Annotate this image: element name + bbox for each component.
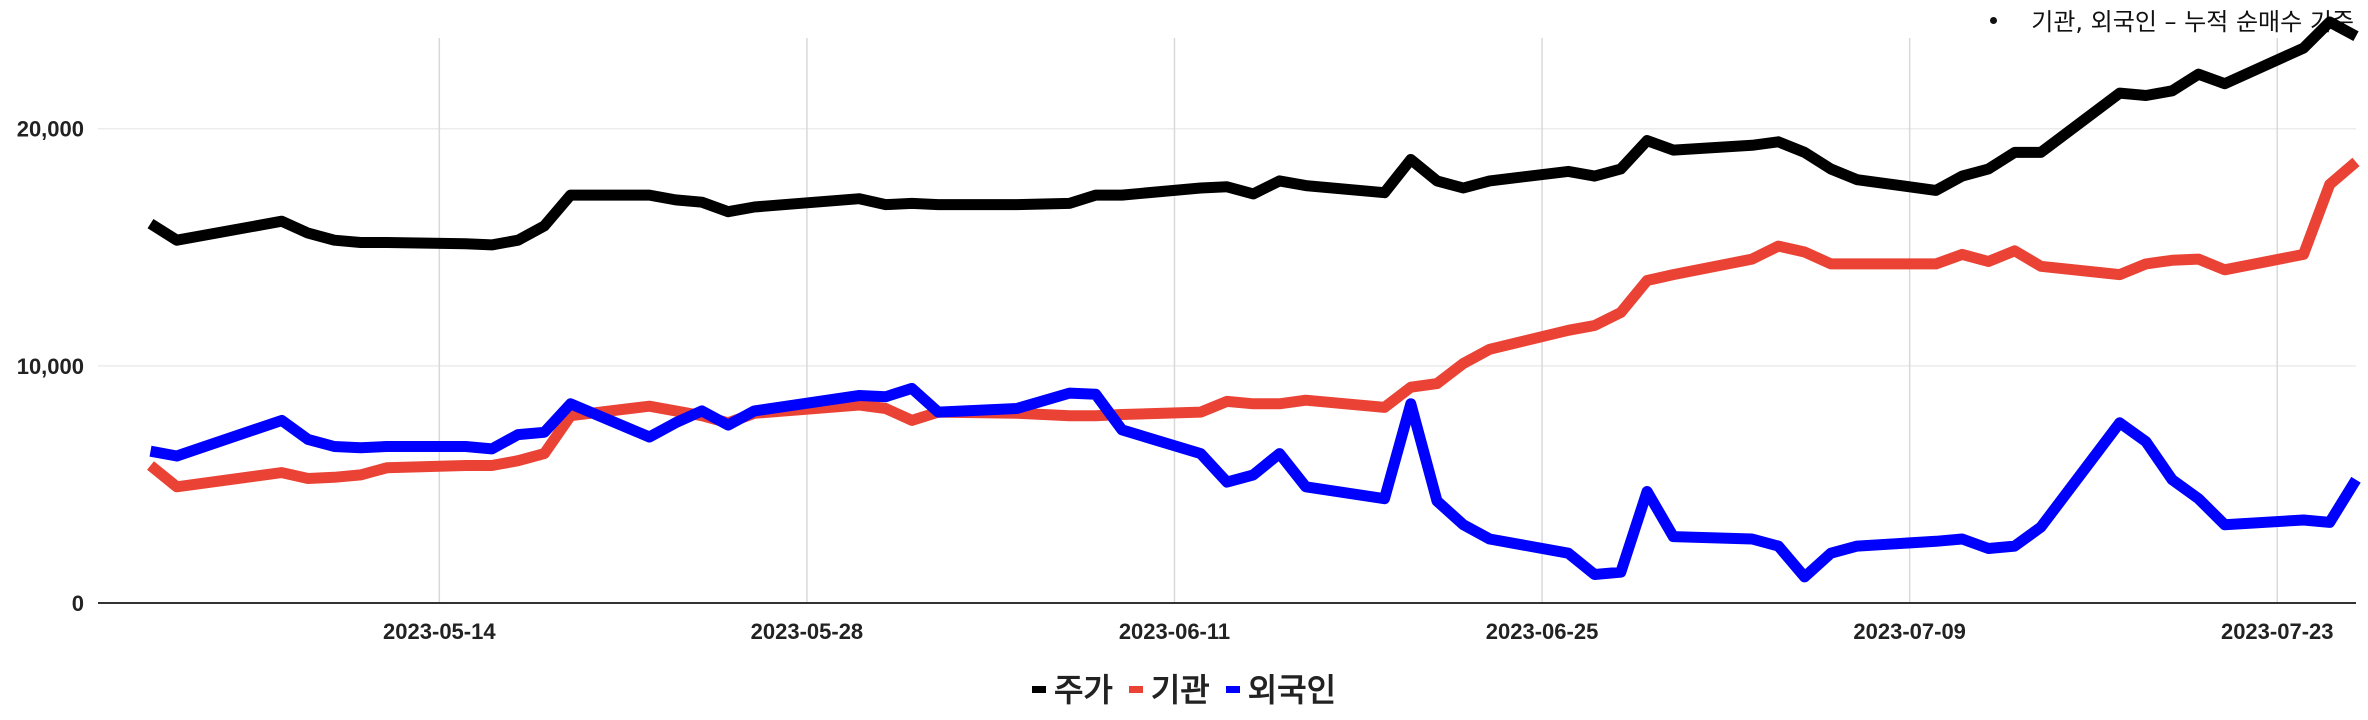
legend-label: 외국인 xyxy=(1247,671,1337,709)
note-bullet-icon xyxy=(1990,16,1998,24)
legend-label: 기관 xyxy=(1150,671,1210,709)
y-tick-label: 10,000 xyxy=(17,354,84,379)
legend: 주가 기관 외국인 xyxy=(0,670,2368,710)
x-tick-label: 2023-05-14 xyxy=(383,619,496,644)
x-tick-label: 2023-06-11 xyxy=(1119,619,1230,644)
y-tick-label: 0 xyxy=(72,591,84,616)
y-tick-labels: 0 10,000 20,000 xyxy=(17,117,84,616)
grid-lines xyxy=(98,38,2356,603)
legend-swatch-icon xyxy=(1031,685,1046,693)
legend-swatch-icon xyxy=(1128,685,1143,693)
series-line-foreign xyxy=(149,382,2361,583)
legend-item-foreign: 외국인 xyxy=(1225,670,1337,710)
note-text: 기관, 외국인 – 누적 순매수 기준 xyxy=(2031,8,2354,36)
x-tick-label: 2023-07-23 xyxy=(2221,619,2334,644)
chart-note: 기관, 외국인 – 누적 순매수 기준 xyxy=(1990,2,2354,37)
x-tick-labels: 2023-05-14 2023-05-28 2023-06-11 2023-06-25… xyxy=(383,619,2333,644)
legend-swatch-icon xyxy=(1225,685,1240,693)
series-line-institution xyxy=(147,157,2360,493)
series-lines xyxy=(147,16,2361,583)
x-tick-label: 2023-06-25 xyxy=(1486,619,1599,644)
x-tick-label: 2023-07-09 xyxy=(1853,619,1966,644)
legend-item-institution: 기관 xyxy=(1128,670,1210,710)
legend-label: 주가 xyxy=(1053,671,1113,709)
legend-item-price: 주가 xyxy=(1031,670,1113,710)
series-line-price xyxy=(147,16,2359,251)
y-tick-label: 20,000 xyxy=(17,117,84,142)
x-tick-label: 2023-05-28 xyxy=(751,619,864,644)
